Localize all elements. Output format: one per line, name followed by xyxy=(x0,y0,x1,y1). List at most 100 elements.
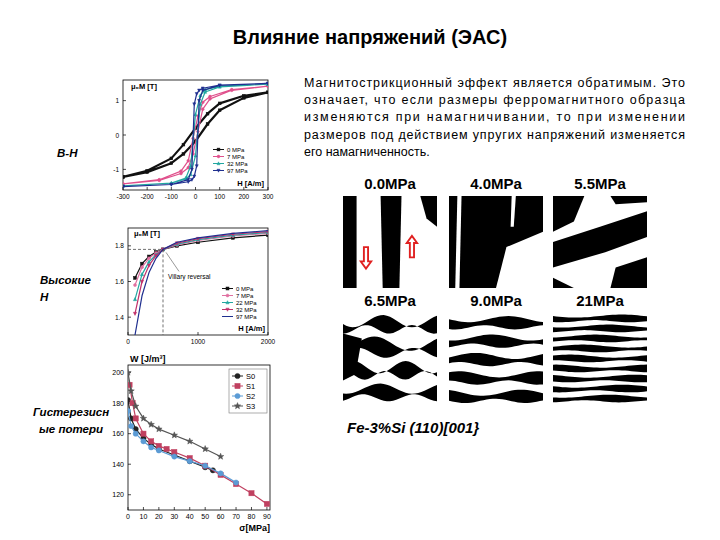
domain-stripe xyxy=(449,371,543,384)
data-point xyxy=(195,92,198,95)
data-point xyxy=(209,95,212,98)
domain-shape xyxy=(553,211,647,267)
data-point xyxy=(156,426,162,432)
data-group xyxy=(133,230,268,335)
y-tick xyxy=(123,100,126,101)
data-point xyxy=(158,179,161,182)
legend-label: 0 MPa xyxy=(236,286,254,292)
domain-panel xyxy=(553,196,647,288)
x-tick-label: 0 xyxy=(126,513,130,520)
chart: 0102030405060708090120140160180200W [J/m… xyxy=(112,354,271,533)
data-point xyxy=(182,153,185,156)
data-point xyxy=(170,183,173,186)
y-tick xyxy=(123,135,126,136)
data-point xyxy=(128,423,133,428)
x-tick-label: 50 xyxy=(201,513,209,520)
data-point xyxy=(193,175,196,178)
x-tick-label: 70 xyxy=(232,513,240,520)
legend-marker xyxy=(226,294,229,297)
x-tick-label: 90 xyxy=(263,513,271,520)
plot-frame xyxy=(128,228,268,335)
data-point xyxy=(267,91,268,94)
y-tick-label: 1.4 xyxy=(115,314,124,321)
data-point xyxy=(148,257,151,260)
y-tick-label: 140 xyxy=(112,461,124,468)
data-point xyxy=(123,185,125,188)
domain-panel xyxy=(343,313,437,405)
legend-label: 97 MPa xyxy=(236,314,257,320)
series-line xyxy=(128,400,213,470)
domain-stripe xyxy=(553,375,647,383)
domain-stripe xyxy=(449,390,543,403)
data-point xyxy=(172,454,177,459)
data-point xyxy=(187,459,192,464)
legend-label: S3 xyxy=(246,402,255,411)
data-point xyxy=(156,448,161,453)
paragraph-line: изменяются при намагничивании, то при из… xyxy=(304,110,685,124)
x-tick-label: -100 xyxy=(165,193,178,200)
legend-marker xyxy=(217,148,220,151)
legend: 0 MPa7 MPa22 MPa32 MPa97 MPa xyxy=(222,286,257,320)
data-point xyxy=(170,162,173,165)
x-tick-label: 30 xyxy=(170,513,178,520)
data-point xyxy=(170,157,173,160)
domain-shape xyxy=(455,196,461,288)
panel-label: 9.0MPa xyxy=(470,292,522,309)
slide: Влияние напряжений (ЭАС)Магнитострикцион… xyxy=(0,0,720,540)
data-point xyxy=(266,82,268,85)
series-line xyxy=(128,373,221,457)
domain-image xyxy=(343,313,437,405)
series-line xyxy=(123,83,268,186)
series-line xyxy=(128,411,236,483)
domain-bg xyxy=(343,313,437,405)
x-tick-label: 0 xyxy=(194,193,198,200)
annotation-text: Villary reversal xyxy=(168,273,211,281)
panel-label: 5.5MPa xyxy=(574,175,626,192)
x-axis-label: H [A/m] xyxy=(237,179,264,188)
domain-stripe xyxy=(449,334,543,347)
x-tick-label: 300 xyxy=(263,193,274,200)
x-tick xyxy=(171,187,172,190)
domain-stripe xyxy=(449,316,543,329)
series-line xyxy=(135,231,268,335)
data-point xyxy=(218,109,221,112)
legend-marker xyxy=(217,155,220,158)
data-point xyxy=(141,439,146,444)
annotation-line xyxy=(128,249,163,250)
data-point xyxy=(148,421,154,427)
data-group xyxy=(128,369,270,506)
data-point xyxy=(187,159,190,162)
data-point xyxy=(149,439,154,444)
x-tick xyxy=(268,332,269,335)
legend: 0 MPa7 MPa32 MPa97 MPa xyxy=(213,147,248,174)
data-point xyxy=(193,103,196,106)
domain-stripe xyxy=(449,353,543,366)
side-label: Гистерезисн xyxy=(33,406,109,418)
x-tick-label: -300 xyxy=(116,193,129,200)
y-tick-label: 120 xyxy=(112,491,124,498)
y-tick xyxy=(128,245,131,246)
data-point xyxy=(158,178,161,181)
y-tick-label: 0 xyxy=(115,132,119,139)
y-axis-label: μ₀M [T] xyxy=(134,229,160,238)
x-tick xyxy=(143,507,144,510)
domain-shape xyxy=(511,196,516,227)
y-tick xyxy=(123,169,126,170)
legend-swatch xyxy=(213,156,224,157)
x-tick xyxy=(236,507,237,510)
legend-label: 97 MPa xyxy=(227,168,248,174)
data-point xyxy=(134,276,137,279)
domain-stripe xyxy=(553,365,647,373)
data-point xyxy=(190,168,193,171)
y-tick-label: 1.8 xyxy=(115,242,124,249)
domain-image xyxy=(553,196,647,288)
x-tick-label: 20 xyxy=(155,513,163,520)
domain-panel xyxy=(343,196,437,288)
data-point xyxy=(147,260,150,263)
domain-stripe xyxy=(553,355,647,363)
legend-marker xyxy=(235,373,240,378)
data-point xyxy=(140,273,143,276)
x-tick xyxy=(205,507,206,510)
domains-caption: Fe-3%Si (110)[001} xyxy=(347,419,479,436)
domain-stripe xyxy=(553,385,647,393)
